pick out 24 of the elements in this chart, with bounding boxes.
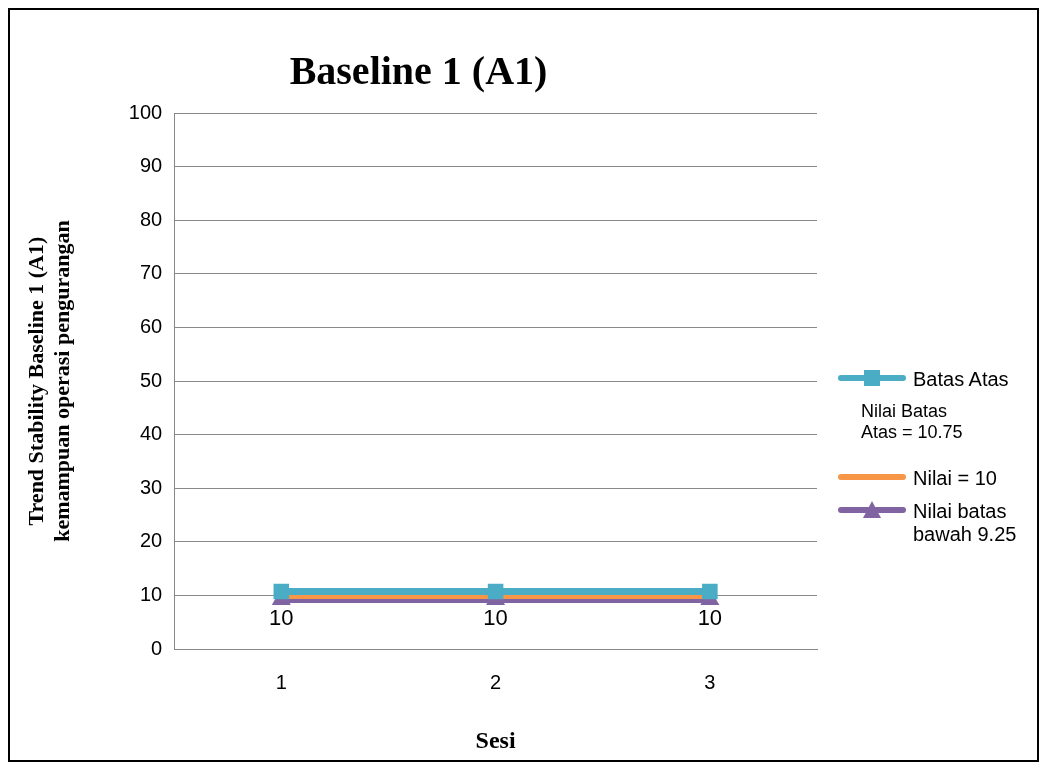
y-tick-label: 60	[139, 315, 163, 337]
data-label: 10	[269, 604, 294, 630]
legend-label: Nilai = 10	[913, 467, 998, 490]
y-axis-title: Trend Stability Baseline 1 (A1) kemampuan operasi pengurangan	[22, 220, 75, 542]
x-tick-label: 3	[704, 670, 716, 693]
y-tick-label: 20	[139, 529, 163, 552]
y-tick-label: 100	[128, 100, 163, 123]
legend-label: Batas Atas	[913, 368, 1010, 391]
y-tick-label: 70	[139, 261, 163, 284]
legend-label: Nilai batas bawah 9.25	[913, 500, 1018, 546]
y-tick-label: 10	[139, 583, 163, 606]
y-tick-label: 30	[139, 475, 163, 498]
y-tick-label: 90	[139, 154, 163, 177]
chart-title: Baseline 1 (A1)	[289, 48, 548, 94]
x-tick-label: 1	[275, 670, 287, 693]
y-tick-label: 0	[151, 636, 163, 659]
y-tick-label: 50	[139, 368, 163, 391]
y-tick-label: 40	[139, 422, 163, 445]
y-tick-label: 80	[139, 207, 163, 230]
x-axis-title: Sesi	[475, 726, 516, 753]
data-label: 10	[697, 604, 723, 630]
x-tick-label: 2	[490, 670, 502, 693]
data-label: 10	[483, 604, 508, 630]
text: Nilai Batas Atas = 10.75	[861, 401, 964, 443]
